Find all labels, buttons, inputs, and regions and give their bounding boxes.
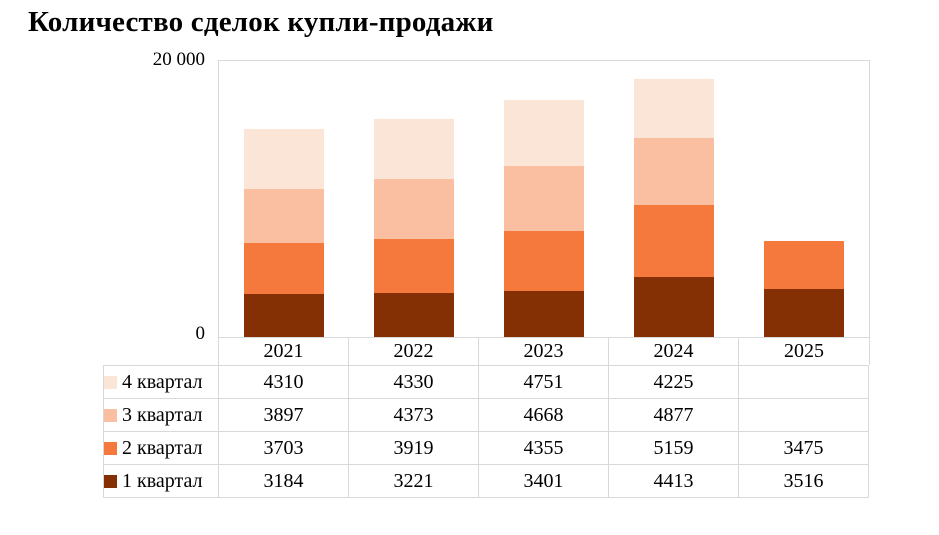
legend-label: 2 квартал [122,436,203,459]
chart-column-2022 [349,61,479,338]
value-cell: 3475 [738,431,869,465]
bar-segment-2021-2 квартал [244,242,324,294]
bar-segment-2024-2 квартал [634,205,714,277]
value-cell: 4355 [478,431,609,465]
bar-segment-2022-4 квартал [374,118,454,179]
value-cell: 3221 [348,464,479,498]
value-cell: 3703 [218,431,349,465]
legend-cell: 3 квартал [103,398,219,432]
bar-segment-2021-3 квартал [244,188,324,243]
y-axis-tick-zero: 0 [195,323,206,344]
plot-area [218,60,870,338]
bar-segment-2024-4 квартал [634,79,714,138]
legend-label: 3 квартал [122,403,203,426]
x-axis-row: 2021 2022 2023 2024 2025 [218,337,870,365]
value-cell: 4225 [608,365,739,399]
value-cell: 3184 [218,464,349,498]
value-cell [738,365,869,399]
legend-swatch [104,474,117,488]
bar-segment-2022-3 квартал [374,178,454,240]
bar-segment-2023-3 квартал [504,165,584,231]
x-axis-label-2024: 2024 [609,338,739,365]
chart-column-2021 [219,61,349,338]
value-cell: 3401 [478,464,609,498]
data-table-row: 1 квартал 3184 3221 3401 4413 3516 [103,464,869,498]
value-cell: 3897 [218,398,349,432]
stacked-bar-2025 [764,61,844,338]
bar-segment-2021-1 квартал [244,293,324,338]
x-axis-label-2021: 2021 [219,338,349,365]
chart-column-2023 [479,61,609,338]
bar-segment-2023-1 квартал [504,290,584,338]
value-cell: 4330 [348,365,479,399]
bar-segment-2023-2 квартал [504,230,584,291]
value-cell: 4413 [608,464,739,498]
x-axis-label-2025: 2025 [784,340,824,362]
stacked-bar-2024 [634,61,714,338]
value-cell: 4373 [348,398,479,432]
data-table-row: 3 квартал 3897 4373 4668 4877 [103,398,869,432]
x-axis-label-2023: 2023 [479,338,609,365]
value-cell [738,398,869,432]
chart-column-2024 [609,61,739,338]
data-table-row: 2 квартал 3703 3919 4355 5159 3475 [103,431,869,465]
bar-segment-2022-1 квартал [374,293,454,338]
legend-label: 4 квартал [122,370,203,393]
legend-swatch [104,375,117,389]
legend-swatch [104,441,117,455]
value-cell: 5159 [608,431,739,465]
value-cell: 4877 [608,398,739,432]
legend-cell: 4 квартал [103,365,219,399]
chart-column-2025 [739,61,869,338]
data-table-row: 4 квартал 4310 4330 4751 4225 [103,365,869,399]
bar-segment-2025-2 квартал [764,241,844,290]
bar-segment-2021-4 квартал [244,128,324,189]
bar-segment-2024-3 квартал [634,137,714,206]
stacked-bar-2021 [244,61,324,338]
legend-cell: 2 квартал [103,431,219,465]
data-table: 4 квартал 4310 4330 4751 4225 3 квартал 3897 43… [103,365,869,498]
legend-swatch [104,408,117,422]
stacked-bar-2022 [374,61,454,338]
value-cell: 3919 [348,431,479,465]
value-cell: 3516 [738,464,869,498]
x-axis-label-2022: 2022 [349,338,479,365]
bar-segment-2023-4 квартал [504,100,584,166]
value-cell: 4668 [478,398,609,432]
y-axis-tick-max: 20 000 [152,49,205,70]
bar-segment-2025-1 квартал [764,289,844,338]
data-table-body: 4 квартал 4310 4330 4751 4225 3 квартал 3897 43… [103,365,869,498]
value-cell: 4751 [478,365,609,399]
stacked-bar-2023 [504,61,584,338]
bar-segment-2024-1 квартал [634,276,714,338]
chart-title: Количество сделок купли-продажи [28,6,494,38]
legend-cell: 1 квартал [103,464,219,498]
legend-label: 1 квартал [122,469,203,492]
value-cell: 4310 [218,365,349,399]
bar-segment-2022-2 квартал [374,239,454,294]
